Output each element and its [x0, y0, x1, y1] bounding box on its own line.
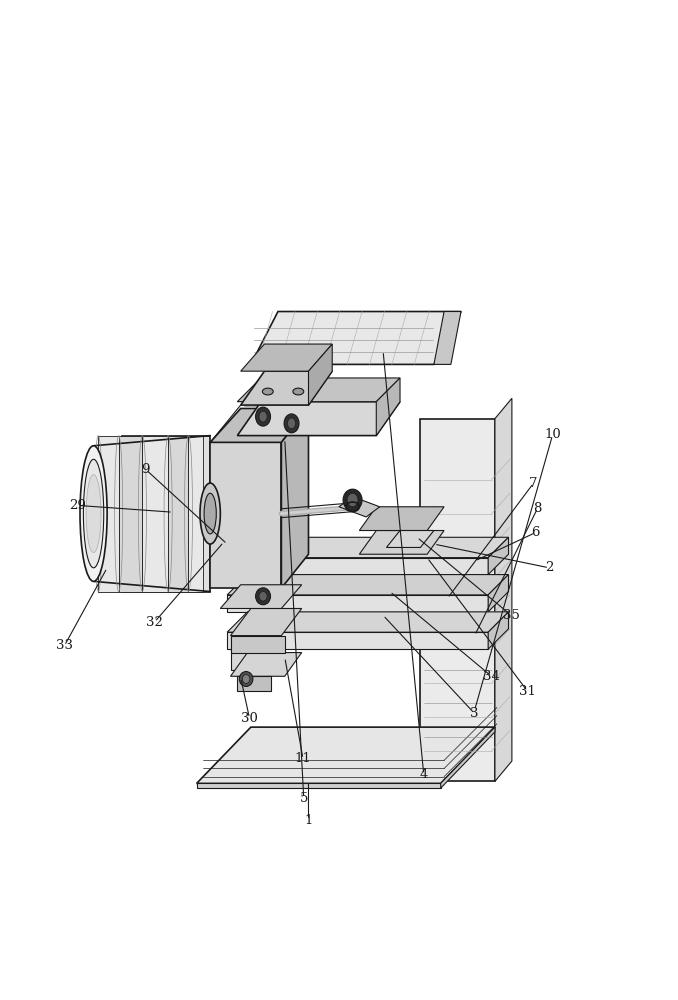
- Polygon shape: [227, 558, 488, 575]
- Text: 7: 7: [530, 477, 538, 490]
- Polygon shape: [227, 537, 508, 558]
- Polygon shape: [420, 419, 495, 781]
- Polygon shape: [227, 632, 488, 649]
- Polygon shape: [188, 436, 203, 592]
- Ellipse shape: [256, 407, 271, 426]
- Polygon shape: [231, 608, 302, 636]
- Ellipse shape: [243, 675, 250, 683]
- Polygon shape: [197, 783, 441, 788]
- Ellipse shape: [284, 414, 299, 433]
- Polygon shape: [281, 408, 308, 588]
- Ellipse shape: [262, 388, 273, 395]
- Ellipse shape: [259, 411, 267, 422]
- Ellipse shape: [293, 388, 304, 395]
- Polygon shape: [434, 312, 461, 364]
- Polygon shape: [308, 344, 332, 405]
- Text: 35: 35: [503, 609, 519, 622]
- Text: 11: 11: [295, 752, 311, 765]
- Polygon shape: [210, 408, 308, 442]
- Polygon shape: [251, 312, 461, 364]
- Polygon shape: [359, 507, 444, 531]
- Text: 9: 9: [142, 463, 150, 476]
- Text: 32: 32: [146, 616, 163, 629]
- Text: 31: 31: [519, 685, 536, 698]
- Text: 10: 10: [544, 428, 561, 441]
- Text: 8: 8: [534, 502, 542, 515]
- Ellipse shape: [200, 483, 220, 544]
- Ellipse shape: [204, 493, 216, 534]
- Ellipse shape: [239, 672, 253, 686]
- Polygon shape: [376, 378, 400, 436]
- Polygon shape: [197, 727, 495, 783]
- Polygon shape: [227, 612, 508, 632]
- Ellipse shape: [86, 475, 101, 553]
- Text: 33: 33: [56, 639, 73, 652]
- Text: 1: 1: [304, 814, 313, 827]
- Ellipse shape: [259, 592, 267, 601]
- Polygon shape: [488, 612, 508, 649]
- Polygon shape: [359, 531, 444, 554]
- Ellipse shape: [343, 489, 362, 511]
- Polygon shape: [339, 497, 380, 517]
- Polygon shape: [210, 442, 281, 588]
- Polygon shape: [237, 676, 271, 691]
- Ellipse shape: [256, 588, 271, 605]
- Text: 6: 6: [532, 526, 540, 539]
- Polygon shape: [231, 636, 285, 653]
- Polygon shape: [227, 575, 508, 595]
- Polygon shape: [122, 436, 210, 592]
- Polygon shape: [386, 531, 434, 547]
- Ellipse shape: [80, 446, 107, 581]
- Text: 2: 2: [545, 561, 553, 574]
- Polygon shape: [488, 537, 508, 575]
- Polygon shape: [227, 595, 488, 612]
- Text: 4: 4: [420, 768, 428, 781]
- Ellipse shape: [287, 418, 296, 429]
- Polygon shape: [495, 398, 512, 781]
- Polygon shape: [168, 436, 188, 592]
- Polygon shape: [237, 402, 400, 436]
- Polygon shape: [119, 436, 142, 592]
- Ellipse shape: [83, 459, 104, 568]
- Text: 3: 3: [471, 707, 479, 720]
- Polygon shape: [241, 344, 332, 371]
- Polygon shape: [231, 636, 281, 670]
- Polygon shape: [488, 575, 508, 612]
- Polygon shape: [441, 727, 495, 788]
- Polygon shape: [142, 436, 168, 592]
- Text: 30: 30: [241, 712, 258, 725]
- Polygon shape: [231, 653, 302, 676]
- Polygon shape: [241, 371, 332, 405]
- Polygon shape: [237, 378, 400, 402]
- Text: 29: 29: [70, 499, 86, 512]
- Polygon shape: [220, 585, 302, 608]
- Ellipse shape: [347, 493, 358, 507]
- Polygon shape: [98, 436, 119, 592]
- Text: 5: 5: [300, 792, 308, 805]
- Text: 34: 34: [483, 670, 500, 683]
